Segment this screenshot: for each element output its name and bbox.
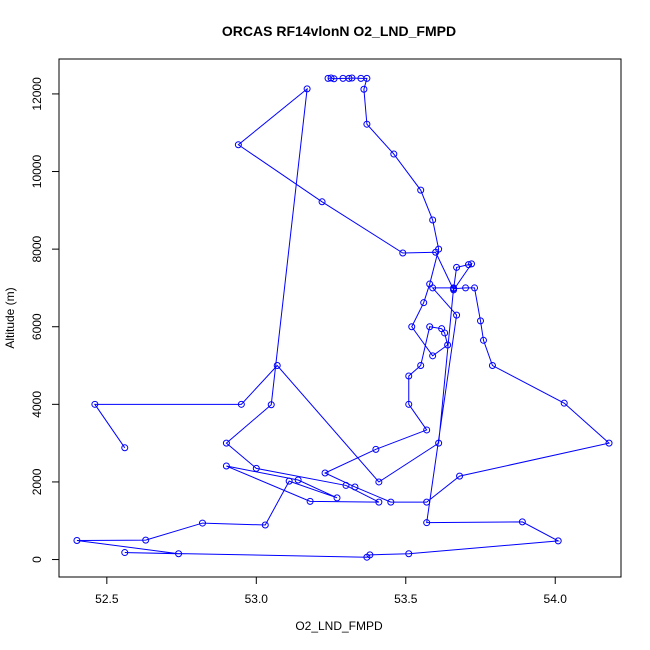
data-point: [417, 186, 425, 194]
data-point: [252, 464, 260, 472]
x-tick-label: 54.0: [544, 592, 568, 606]
y-tick-label: 2000: [30, 468, 44, 495]
data-point: [372, 445, 380, 453]
data-point: [444, 341, 452, 349]
data-point: [423, 519, 431, 527]
data-point: [435, 439, 443, 447]
data-point: [267, 401, 275, 409]
data-point: [273, 362, 281, 370]
data-point: [438, 325, 446, 333]
data-point: [560, 399, 568, 407]
data-point: [303, 85, 311, 93]
data-point: [456, 472, 464, 480]
data-point: [375, 478, 383, 486]
data-point: [351, 483, 359, 491]
data-point: [605, 439, 613, 447]
data-point: [121, 444, 129, 452]
data-point: [471, 284, 479, 292]
data-point: [450, 286, 458, 294]
data-point: [321, 469, 329, 477]
y-axis: 0 2000 4000 6000 8000 10000 12000: [30, 77, 59, 563]
data-point: [222, 462, 230, 470]
plot-area: 52.5 53.0 53.5 54.0 0 2000 4000 6000 8000 10000 1…: [30, 58, 622, 606]
data-point: [330, 75, 338, 83]
y-axis-label: Altitude (m): [3, 287, 17, 348]
y-tick-label: 8000: [30, 235, 44, 262]
data-point: [518, 518, 526, 526]
data-point: [234, 141, 242, 149]
data-point: [91, 400, 99, 408]
y-tick-label: 4000: [30, 391, 44, 418]
data-point: [554, 537, 562, 545]
y-tick-label: 6000: [30, 313, 44, 340]
data-point: [450, 284, 458, 292]
data-point: [342, 481, 350, 489]
data-point: [405, 372, 413, 380]
data-point: [363, 74, 371, 82]
x-tick-label: 53.5: [394, 592, 418, 606]
data-point: [420, 299, 428, 307]
data-point: [429, 352, 437, 360]
data-point: [426, 323, 434, 331]
data-point: [327, 74, 335, 82]
series-layer: [73, 74, 613, 561]
y-tick-label: 12000: [30, 77, 44, 111]
data-point: [432, 248, 440, 256]
data-point: [408, 323, 416, 331]
data-point: [423, 426, 431, 434]
data-point: [73, 537, 81, 545]
y-tick-label: 10000: [30, 155, 44, 189]
series-1: [73, 74, 613, 561]
data-point: [417, 362, 425, 370]
data-point: [366, 551, 374, 559]
data-point: [387, 498, 395, 506]
x-axis-label: O2_LND_FMPD: [295, 619, 383, 633]
data-point: [468, 260, 476, 268]
data-point: [175, 550, 183, 558]
data-point: [453, 311, 461, 319]
x-tick-label: 53.0: [245, 592, 269, 606]
data-point: [345, 74, 353, 82]
data-point: [261, 521, 269, 529]
data-point: [453, 263, 461, 271]
data-point: [237, 400, 245, 408]
y-tick-label: 0: [30, 556, 44, 563]
data-point: [488, 362, 496, 370]
data-point: [121, 549, 129, 557]
data-point: [465, 261, 473, 269]
data-point: [423, 498, 431, 506]
data-point: [318, 198, 326, 206]
data-point: [462, 284, 470, 292]
data-point: [142, 536, 150, 544]
data-point: [429, 284, 437, 292]
data-point: [360, 85, 368, 93]
data-point: [405, 550, 413, 558]
chart-title: ORCAS RF14vlonN O2_LND_FMPD: [222, 23, 456, 39]
data-point: [363, 120, 371, 128]
data-point: [479, 336, 487, 344]
data-point: [294, 476, 302, 484]
data-point: [429, 216, 437, 224]
data-point: [477, 317, 484, 325]
x-axis: 52.5 53.0 53.5 54.0: [95, 577, 567, 606]
data-point: [333, 494, 341, 502]
data-point: [306, 497, 314, 505]
data-point: [348, 74, 356, 82]
data-point: [375, 498, 383, 506]
x-tick-label: 52.5: [95, 592, 119, 606]
data-point: [222, 439, 230, 447]
data-point: [285, 477, 293, 485]
data-point: [390, 150, 398, 158]
data-point: [198, 519, 206, 527]
data-point: [405, 400, 413, 408]
plot-frame: [58, 58, 622, 578]
data-point: [399, 249, 407, 257]
